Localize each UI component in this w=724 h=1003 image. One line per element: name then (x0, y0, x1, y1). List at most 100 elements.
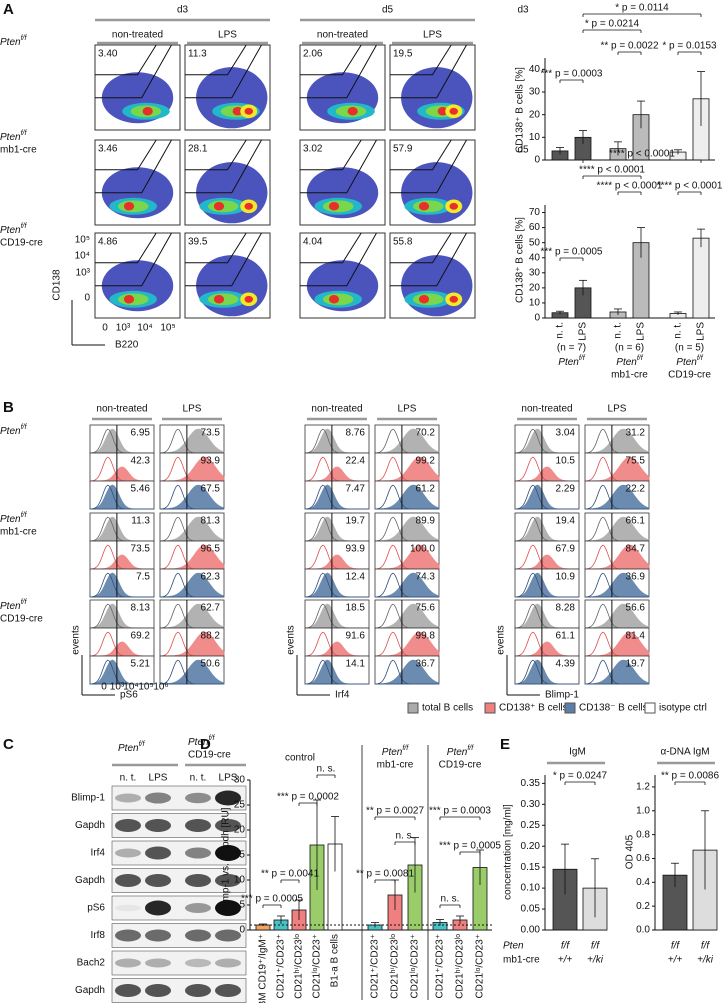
p-value: *** p = 0.0003 (541, 69, 603, 80)
gene-name: Pten (0, 426, 21, 437)
band (145, 929, 171, 942)
y-tick-label: 10⁵ (75, 235, 90, 246)
gate (185, 139, 262, 194)
x-tick-label: 0 (102, 323, 108, 334)
histogram (584, 480, 650, 510)
y-tick-label: 0.25 (521, 820, 541, 831)
percent: 5.46 (131, 484, 151, 495)
lane-label: n. t. (190, 773, 207, 784)
legend-swatch (644, 702, 656, 714)
band (185, 874, 211, 887)
histogram (89, 655, 155, 685)
group-n: (n = 7) (557, 343, 586, 354)
y-tick-label: 0.8 (636, 829, 650, 840)
condition-header: LPS (398, 404, 417, 415)
percent: 6.95 (131, 428, 151, 439)
histogram-fill (159, 484, 225, 510)
genotype-sup: f/f (21, 599, 28, 606)
histogram (89, 568, 155, 598)
gene-name: Pten (382, 747, 403, 758)
genotype-line2: mb1-cre (377, 760, 414, 771)
legend-entry: isotype ctrl (659, 703, 707, 714)
p-value: * p = 0.0153 (662, 41, 717, 52)
genotype-line2: mb1-cre (0, 527, 37, 538)
axis-label: Irf4 (335, 690, 350, 701)
p-value: n. s. (317, 764, 336, 775)
y-tick-label: 30 (234, 775, 246, 786)
genotype-sup: f/f (209, 735, 216, 742)
gate-label-bg (301, 142, 327, 154)
genotype-sup: f/f (21, 512, 28, 519)
histogram (514, 655, 580, 685)
density (449, 202, 458, 210)
x-tick-label: CD21⁺/CD23⁺ (370, 934, 381, 998)
histogram-fill (584, 603, 650, 629)
condition-header: LPS (218, 30, 237, 41)
genotype-sup: f/f (637, 355, 644, 362)
y-tick-label: 0.00 (521, 925, 541, 936)
y-tick-label: 0.15 (521, 862, 541, 873)
percent: 14.1 (346, 659, 366, 670)
flow-plot (94, 232, 181, 319)
band (215, 958, 241, 968)
legend-swatch (407, 702, 419, 714)
y-tick-label: 0.0 (636, 925, 650, 936)
isotype (159, 659, 224, 685)
lane-label: LPS (149, 773, 168, 784)
histogram (304, 568, 370, 598)
y-tick-label: 30 (529, 87, 541, 98)
percent: 69.2 (131, 631, 151, 642)
percent: 8.76 (346, 428, 366, 439)
percent: 31.2 (626, 428, 646, 439)
y-tick-label: 0 (84, 293, 90, 304)
percent: 36.9 (626, 572, 646, 583)
gate (390, 232, 467, 287)
flow-plot (389, 139, 476, 226)
x-tick-label: f/f (671, 941, 681, 952)
y-tick-label: 0.30 (521, 799, 541, 810)
gate-label-bg (391, 142, 417, 154)
percent: 93.9 (201, 456, 221, 467)
histogram (584, 655, 650, 685)
percent: 84.7 (626, 544, 646, 555)
histogram (374, 480, 440, 510)
y-tick-label: 10 (529, 132, 541, 143)
gene-name: Pten (0, 514, 21, 525)
histogram-fill (374, 484, 440, 510)
x-tick-label: LPS (696, 322, 707, 341)
genotype-sup: f/f (21, 424, 28, 431)
gate (95, 139, 172, 194)
isotype (89, 484, 154, 510)
gene-name: Pten (676, 357, 697, 368)
x-tick-label: CD21ˡᵒ/CD23⁺ (410, 934, 421, 999)
genotype-line2: CD19-cre (668, 370, 711, 381)
histogram (374, 452, 440, 482)
y-tick-label: 1.0 (636, 805, 650, 816)
percent: 75.6 (416, 603, 436, 614)
p-value: ** p = 0.0086 (661, 771, 720, 782)
axis-label: events (496, 625, 507, 654)
percent: 56.6 (626, 603, 646, 614)
band (185, 929, 211, 942)
genotype: Ptenf/f (118, 741, 145, 753)
percent: 12.4 (346, 572, 366, 583)
density (418, 202, 430, 211)
p-value: * p = 0.0214 (585, 19, 640, 30)
histogram (374, 599, 440, 629)
axis-label: events (71, 625, 82, 654)
axis-label: CD138 (52, 269, 63, 301)
p-value: ** p = 0.0027 (366, 806, 425, 817)
percent: 8.13 (131, 603, 151, 614)
histogram (374, 655, 440, 685)
percent: 5.21 (131, 659, 151, 670)
chart-title: d5 (517, 145, 529, 156)
genotype: Ptenf/f (616, 355, 643, 367)
histogram (374, 540, 440, 570)
y-tick-label: 30 (529, 267, 541, 278)
density (328, 202, 340, 211)
genotype: Ptenf/f (0, 424, 27, 436)
percent: 89.9 (416, 516, 436, 527)
axis-label: pS6 (120, 690, 138, 701)
percent: 7.5 (136, 572, 150, 583)
